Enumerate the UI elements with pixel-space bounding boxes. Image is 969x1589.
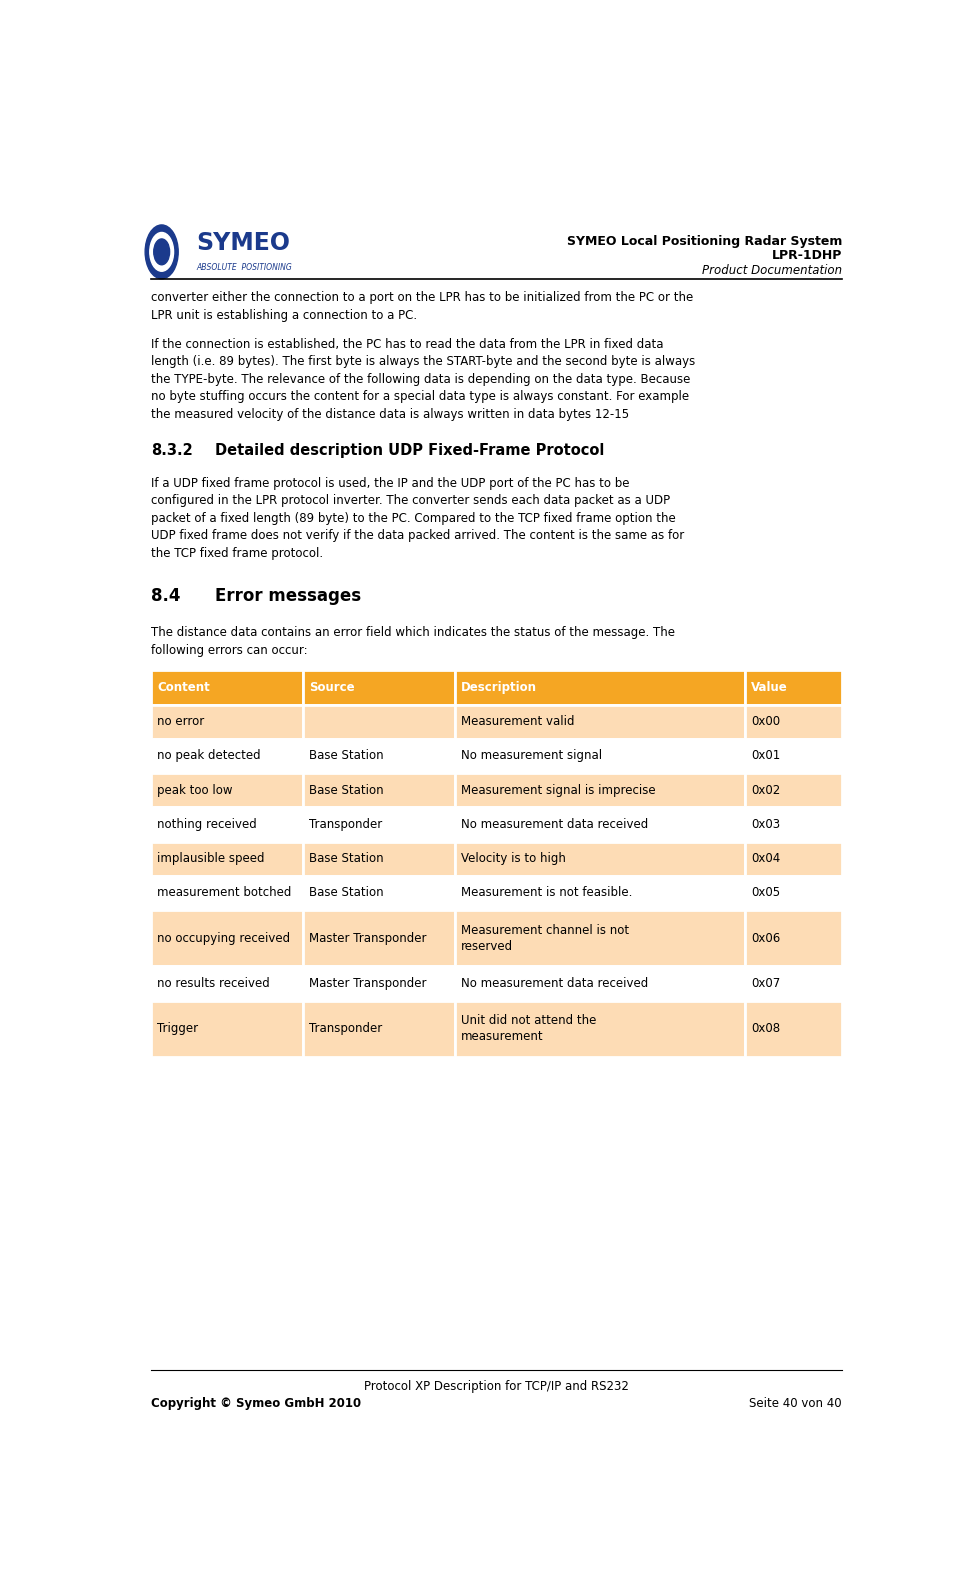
Bar	[455, 842, 745, 876]
Text: no results received: no results received	[157, 977, 270, 990]
Text: Base Station: Base Station	[309, 750, 384, 763]
Text: nothing received: nothing received	[157, 818, 257, 831]
Text: Base Station: Base Station	[309, 887, 384, 899]
Text: Source: Source	[309, 682, 355, 694]
Circle shape	[154, 238, 170, 265]
Bar	[303, 910, 455, 966]
Text: If a UDP fixed frame protocol is used, the IP and the UDP port of the PC has to : If a UDP fixed frame protocol is used, t…	[151, 477, 684, 559]
Bar	[303, 739, 455, 774]
Text: peak too low: peak too low	[157, 783, 233, 796]
Bar	[151, 774, 303, 807]
Text: Seite 40 von 40: Seite 40 von 40	[749, 1397, 842, 1409]
Bar	[151, 704, 303, 739]
Bar	[303, 966, 455, 1001]
Text: Protocol XP Description for TCP/IP and RS232: Protocol XP Description for TCP/IP and R…	[364, 1379, 629, 1394]
Bar	[455, 876, 745, 910]
Text: no peak detected: no peak detected	[157, 750, 261, 763]
Text: 0x06: 0x06	[751, 931, 781, 945]
Bar	[455, 704, 745, 739]
Bar	[303, 807, 455, 842]
Text: 0x04: 0x04	[751, 852, 781, 866]
Bar	[303, 876, 455, 910]
Text: No measurement data received: No measurement data received	[461, 977, 648, 990]
Text: SYMEO: SYMEO	[196, 232, 291, 256]
Text: ABSOLUTE  POSITIONING: ABSOLUTE POSITIONING	[196, 264, 292, 272]
Bar	[745, 774, 842, 807]
Text: Detailed description UDP Fixed-Frame Protocol: Detailed description UDP Fixed-Frame Pro…	[215, 443, 605, 458]
Bar	[745, 671, 842, 704]
Bar	[151, 842, 303, 876]
Text: Description: Description	[461, 682, 537, 694]
Bar	[151, 966, 303, 1001]
Text: Copyright © Symeo GmbH 2010: Copyright © Symeo GmbH 2010	[151, 1397, 361, 1409]
Text: No measurement data received: No measurement data received	[461, 818, 648, 831]
Text: Measurement channel is not
reserved: Measurement channel is not reserved	[461, 923, 629, 953]
Bar	[303, 842, 455, 876]
Bar	[745, 807, 842, 842]
Text: 0x01: 0x01	[751, 750, 781, 763]
Text: 8.4: 8.4	[151, 586, 180, 605]
Text: 8.3.2: 8.3.2	[151, 443, 193, 458]
Text: measurement botched: measurement botched	[157, 887, 292, 899]
Bar	[455, 807, 745, 842]
Text: LPR-1DHP: LPR-1DHP	[771, 249, 842, 262]
Text: 0x03: 0x03	[751, 818, 780, 831]
Text: Master Transponder: Master Transponder	[309, 977, 426, 990]
Circle shape	[150, 232, 173, 272]
Bar	[151, 739, 303, 774]
Bar	[745, 842, 842, 876]
Bar	[745, 910, 842, 966]
Text: Content: Content	[157, 682, 210, 694]
Text: Trigger: Trigger	[157, 1022, 199, 1036]
Text: Transponder: Transponder	[309, 1022, 383, 1036]
Bar	[303, 704, 455, 739]
Text: Base Station: Base Station	[309, 852, 384, 866]
Bar	[745, 704, 842, 739]
Bar	[303, 1001, 455, 1057]
Text: 0x05: 0x05	[751, 887, 780, 899]
Text: no error: no error	[157, 715, 204, 728]
Text: No measurement signal: No measurement signal	[461, 750, 603, 763]
Text: Transponder: Transponder	[309, 818, 383, 831]
Text: Value: Value	[751, 682, 788, 694]
Text: Measurement is not feasible.: Measurement is not feasible.	[461, 887, 633, 899]
Text: If the connection is established, the PC has to read the data from the LPR in fi: If the connection is established, the PC…	[151, 337, 696, 421]
Text: Measurement valid: Measurement valid	[461, 715, 575, 728]
Bar	[151, 671, 303, 704]
Bar	[745, 739, 842, 774]
Bar	[151, 807, 303, 842]
Text: converter either the connection to a port on the LPR has to be initialized from : converter either the connection to a por…	[151, 291, 694, 321]
Text: SYMEO Local Positioning Radar System: SYMEO Local Positioning Radar System	[567, 235, 842, 248]
Text: Product Documentation: Product Documentation	[702, 264, 842, 276]
Bar	[455, 966, 745, 1001]
Text: 0x02: 0x02	[751, 783, 781, 796]
Bar	[455, 774, 745, 807]
Text: 0x00: 0x00	[751, 715, 780, 728]
Text: The distance data contains an error field which indicates the status of the mess: The distance data contains an error fiel…	[151, 626, 675, 656]
Text: Master Transponder: Master Transponder	[309, 931, 426, 945]
Text: no occupying received: no occupying received	[157, 931, 291, 945]
Bar	[303, 671, 455, 704]
Bar	[455, 739, 745, 774]
Text: implausible speed: implausible speed	[157, 852, 265, 866]
Text: Base Station: Base Station	[309, 783, 384, 796]
Text: 0x07: 0x07	[751, 977, 781, 990]
Bar	[455, 671, 745, 704]
Bar	[745, 966, 842, 1001]
Bar	[745, 1001, 842, 1057]
Bar	[455, 1001, 745, 1057]
Text: 0x08: 0x08	[751, 1022, 780, 1036]
Text: Unit did not attend the
measurement: Unit did not attend the measurement	[461, 1014, 597, 1044]
Circle shape	[145, 226, 178, 278]
Bar	[303, 774, 455, 807]
Text: Error messages: Error messages	[215, 586, 361, 605]
Bar	[151, 1001, 303, 1057]
Bar	[151, 876, 303, 910]
Bar	[151, 910, 303, 966]
Bar	[455, 910, 745, 966]
Bar	[745, 876, 842, 910]
Text: Velocity is to high: Velocity is to high	[461, 852, 566, 866]
Text: Measurement signal is imprecise: Measurement signal is imprecise	[461, 783, 656, 796]
